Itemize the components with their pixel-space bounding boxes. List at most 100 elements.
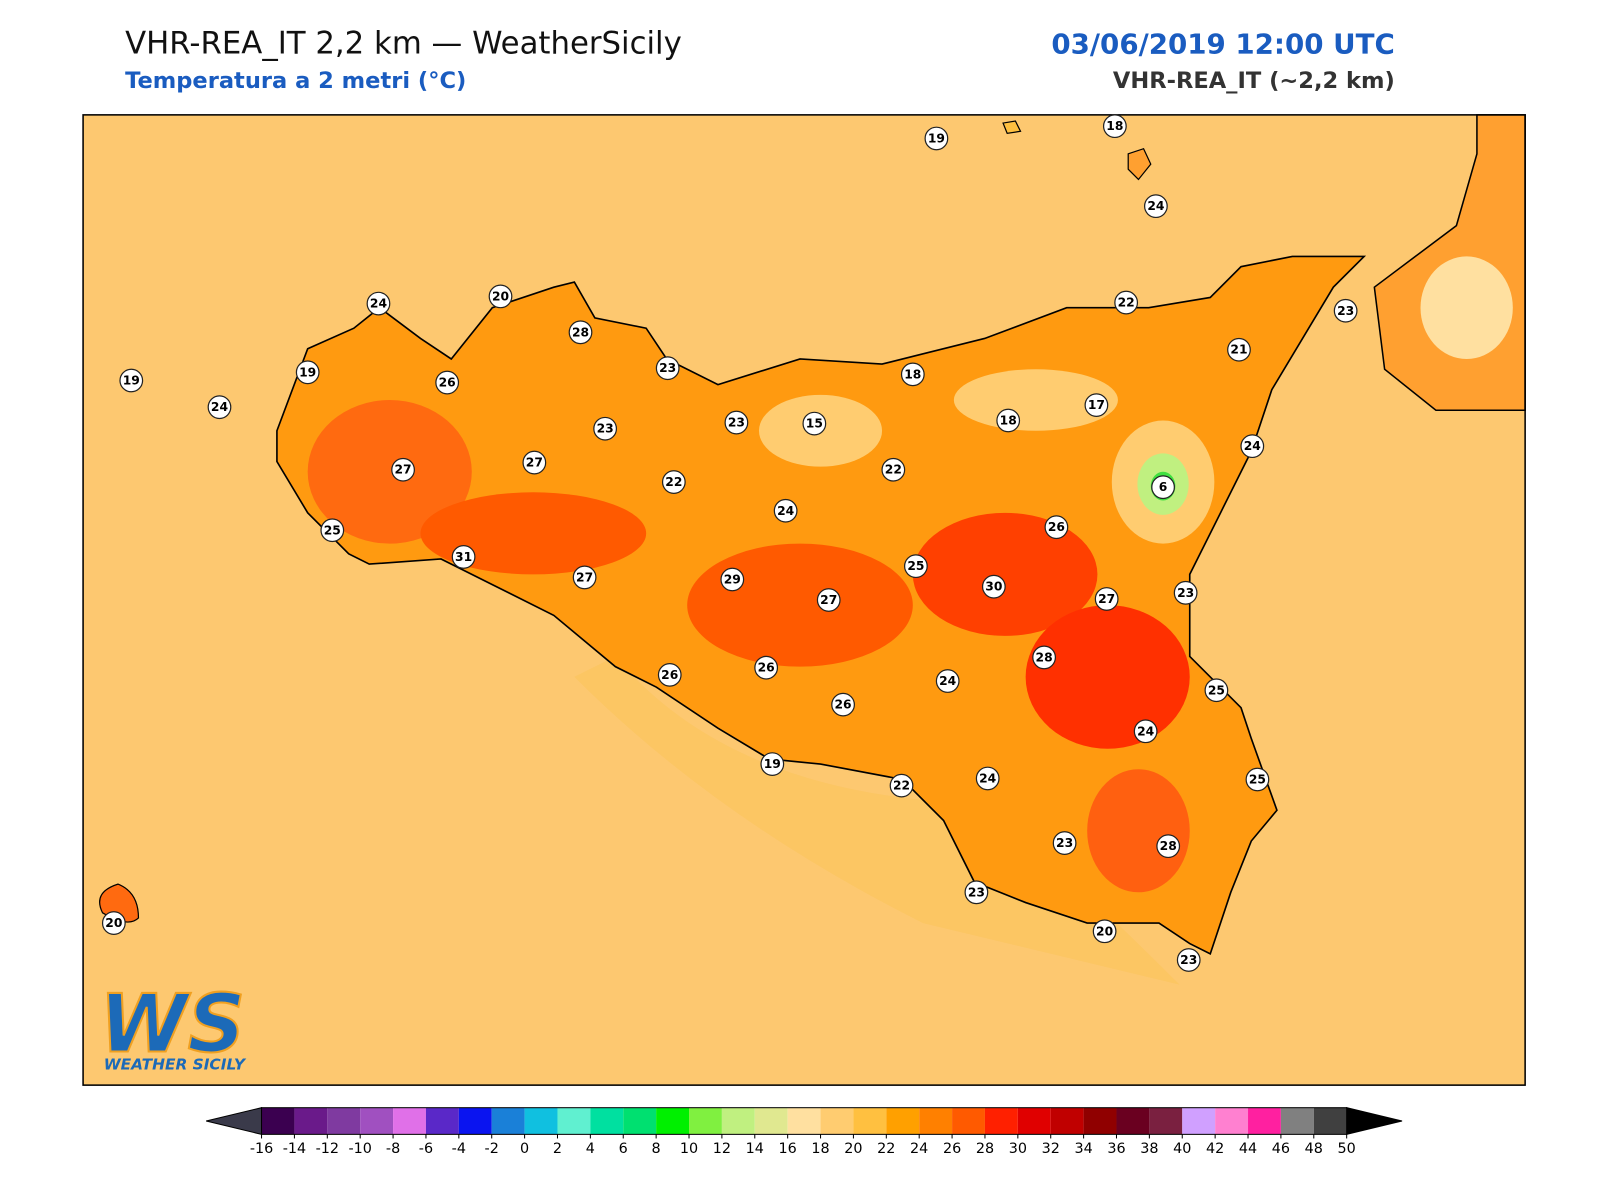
station-value: 20: [105, 916, 122, 930]
colorbar-bin: [590, 1107, 624, 1135]
colorbar-bin: [294, 1107, 328, 1135]
colorbar-bin: [327, 1107, 361, 1135]
station: 15: [802, 411, 827, 436]
colorbar-tick-label: 46: [1272, 1141, 1290, 1157]
colorbar-tick-label: 16: [779, 1141, 797, 1157]
colorbar-bin: [820, 1107, 854, 1135]
station-marker: [1084, 393, 1109, 418]
station-value: 19: [299, 365, 316, 379]
station: 22: [1114, 290, 1139, 315]
colorbar-tick-label: -16: [250, 1141, 273, 1157]
colorbar-bin: [360, 1107, 394, 1135]
station-value: 25: [1249, 772, 1266, 786]
colorbar-bin: [458, 1107, 492, 1135]
station-value: 17: [1088, 398, 1105, 412]
station-marker: [451, 545, 476, 569]
colorbar-tick-label: 32: [1042, 1141, 1060, 1157]
colorbar-bin: [261, 1107, 295, 1135]
station-value: 19: [764, 757, 781, 771]
station-value: 23: [968, 885, 985, 899]
station: 23: [1176, 948, 1201, 972]
station-marker: [802, 411, 827, 436]
station-marker: [816, 588, 841, 612]
colorbar-tick-label: -6: [419, 1141, 433, 1157]
colorbar-tick-label: 2: [553, 1141, 562, 1157]
station: 24: [1133, 719, 1158, 744]
station: 28: [1156, 834, 1181, 859]
station-marker: [1240, 434, 1265, 459]
station-value: 27: [526, 456, 543, 470]
station-marker: [1102, 114, 1127, 139]
hot-area: [420, 492, 647, 575]
station-value: 23: [1177, 586, 1194, 600]
station-marker: [101, 911, 126, 935]
station-marker: [655, 356, 680, 381]
colorbar-bin: [919, 1107, 953, 1135]
station-marker: [881, 457, 906, 482]
station-value: 20: [492, 289, 509, 303]
station-value: 26: [661, 668, 678, 682]
colorbar-tick-label: 4: [586, 1141, 595, 1157]
station-marker: [522, 450, 547, 475]
map-frame: [82, 114, 1526, 1086]
station-marker: [1333, 298, 1358, 323]
station-marker: [1245, 767, 1270, 792]
station-value: 18: [904, 367, 921, 381]
station: 23: [964, 880, 989, 905]
cool-area: [1420, 256, 1513, 359]
station: 27: [1094, 587, 1119, 611]
colorbar-bin: [623, 1107, 657, 1135]
station: 23: [724, 410, 749, 435]
station: 27: [816, 588, 841, 612]
datetime: 03/06/2019 12:00 UTC: [1051, 27, 1394, 60]
station-value: 18: [1000, 414, 1017, 428]
station-value: 23: [1337, 304, 1354, 318]
station-value: 22: [885, 463, 902, 477]
station: 25: [1204, 678, 1229, 703]
colorbar-bin: [1149, 1107, 1183, 1135]
station: 6: [1151, 475, 1175, 500]
colorbar-bin: [721, 1107, 755, 1135]
cool-area: [953, 369, 1118, 431]
station-value: 26: [758, 661, 775, 675]
station: 24: [207, 395, 232, 420]
station: 17: [1084, 393, 1109, 418]
station: 23: [593, 416, 618, 441]
station-marker: [924, 126, 949, 151]
colorbar-tick-label: 44: [1239, 1141, 1257, 1157]
hot-area: [687, 543, 913, 667]
station-value: 27: [820, 593, 837, 607]
hot-area: [1025, 605, 1190, 749]
station-value: 24: [1147, 199, 1164, 213]
station-value: 27: [576, 570, 593, 584]
colorbar-tick-label: 8: [652, 1141, 661, 1157]
station-marker: [1176, 948, 1201, 972]
colorbar-bin: [557, 1107, 591, 1135]
station-value: 23: [728, 416, 745, 430]
map: 19 18 24 24 20 28 22 23 19 19 24 26 23 18 21 23 23 15 18 17…: [82, 114, 1526, 1086]
station: 25: [1245, 767, 1270, 792]
station: 26: [1044, 515, 1069, 540]
station-value: 24: [979, 771, 996, 785]
station-value: 27: [1098, 592, 1115, 606]
colorbar-tick-label: 0: [520, 1141, 529, 1157]
stations: 19 18 24 24 20 28 22 23 19 19 24 26 23 18 21 23 23 15 18 17…: [101, 114, 1358, 972]
colorbar-tick-label: 26: [943, 1141, 961, 1157]
station-marker: [1156, 834, 1181, 859]
logo-mark: WS: [99, 977, 245, 1070]
station-marker: [975, 766, 1000, 791]
colorbar-tick-label: -12: [316, 1141, 339, 1157]
colorbar-tick-label: 22: [877, 1141, 895, 1157]
colorbar-tick-label: 12: [713, 1141, 731, 1157]
station-value: 24: [211, 400, 228, 414]
station-value: 24: [1244, 439, 1261, 453]
station-marker: [295, 360, 320, 385]
station-value: 31: [455, 550, 472, 564]
station-value: 19: [123, 374, 140, 388]
station-value: 25: [1208, 683, 1225, 697]
station-marker: [900, 362, 925, 387]
station: 27: [572, 565, 597, 590]
subtitle: Temperatura a 2 metri (°C): [125, 68, 466, 94]
island: [1127, 147, 1152, 181]
colorbar-bin: [1248, 1107, 1281, 1135]
